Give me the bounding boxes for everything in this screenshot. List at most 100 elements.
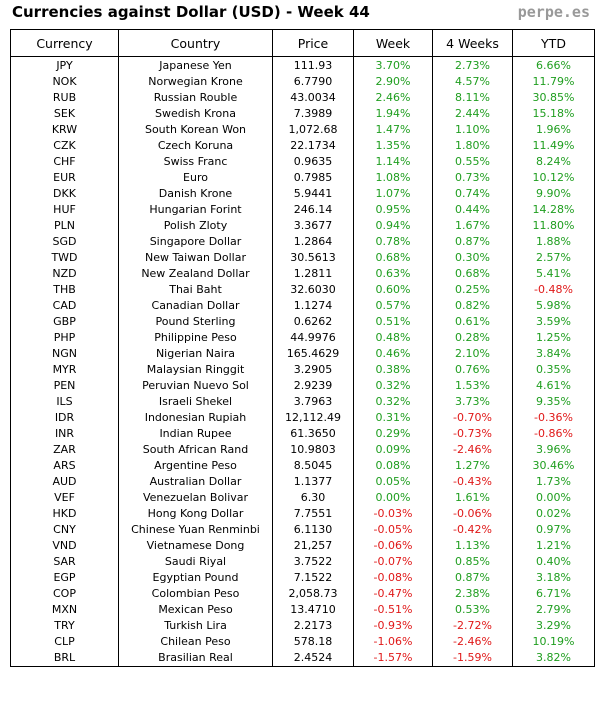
- table-row: PHP Philippine Peso 44.9976 0.48% 0.28% 1.25%: [10, 330, 595, 346]
- table-cell: 165.4629: [272, 346, 354, 362]
- table-cell: 6.1130: [272, 522, 354, 538]
- table-cell: 2,058.73: [272, 586, 354, 602]
- table-cell: CZK: [10, 138, 119, 154]
- table-cell: -0.51%: [353, 602, 433, 618]
- table-body: JPY Japanese Yen 111.93 3.70% 2.73% 6.66% NOK N…: [10, 56, 595, 667]
- table-cell: 13.4710: [272, 602, 354, 618]
- table-cell: 0.32%: [353, 378, 433, 394]
- table-cell: 0.25%: [432, 282, 513, 298]
- table-cell: 1.14%: [353, 154, 433, 170]
- table-cell: RUB: [10, 90, 119, 106]
- table-cell: Czech Koruna: [118, 138, 273, 154]
- table-cell: GBP: [10, 314, 119, 330]
- table-cell: Hungarian Forint: [118, 202, 273, 218]
- table-cell: Israeli Shekel: [118, 394, 273, 410]
- table-row: CAD Canadian Dollar 1.1274 0.57% 0.82% 5.98%: [10, 298, 595, 314]
- table-row: NGN Nigerian Naira 165.4629 0.46% 2.10% 3.84%: [10, 346, 595, 362]
- table-cell: 3.59%: [512, 314, 595, 330]
- table-cell: 1.96%: [512, 122, 595, 138]
- table-cell: 3.7522: [272, 554, 354, 570]
- table-cell: 6.7790: [272, 74, 354, 90]
- table-cell: -0.05%: [353, 522, 433, 538]
- table-cell: -0.08%: [353, 570, 433, 586]
- table-cell: 0.97%: [512, 522, 595, 538]
- table-cell: Pound Sterling: [118, 314, 273, 330]
- table-cell: 3.2905: [272, 362, 354, 378]
- table-cell: 3.70%: [353, 56, 433, 74]
- table-cell: 0.60%: [353, 282, 433, 298]
- table-cell: SEK: [10, 106, 119, 122]
- table-cell: PHP: [10, 330, 119, 346]
- table-cell: HUF: [10, 202, 119, 218]
- table-cell: 0.00%: [512, 490, 595, 506]
- table-cell: 1.25%: [512, 330, 595, 346]
- table-cell: 1.2864: [272, 234, 354, 250]
- table-cell: -2.46%: [432, 634, 513, 650]
- table-cell: Japanese Yen: [118, 56, 273, 74]
- table-row: MYR Malaysian Ringgit 3.2905 0.38% 0.76% 0.35…: [10, 362, 595, 378]
- table-row: HUF Hungarian Forint 246.14 0.95% 0.44% 14.28…: [10, 202, 595, 218]
- table-cell: -0.73%: [432, 426, 513, 442]
- table-cell: -0.42%: [432, 522, 513, 538]
- table-cell: NZD: [10, 266, 119, 282]
- table-cell: Malaysian Ringgit: [118, 362, 273, 378]
- table-cell: DKK: [10, 186, 119, 202]
- table-row: BRL Brasilian Real 2.4524 -1.57% -1.59% 3.82%: [10, 650, 595, 667]
- table-row: NOK Norwegian Krone 6.7790 2.90% 4.57% 11.79%: [10, 74, 595, 90]
- table-cell: Indian Rupee: [118, 426, 273, 442]
- table-row: ILS Israeli Shekel 3.7963 0.32% 3.73% 9.35%: [10, 394, 595, 410]
- table-row: GBP Pound Sterling 0.6262 0.51% 0.61% 3.59%: [10, 314, 595, 330]
- table-cell: 6.66%: [512, 56, 595, 74]
- table-cell: -0.06%: [353, 538, 433, 554]
- table-cell: 61.3650: [272, 426, 354, 442]
- table-cell: 3.84%: [512, 346, 595, 362]
- table-cell: EUR: [10, 170, 119, 186]
- table-row: NZD New Zealand Dollar 1.2811 0.63% 0.68% 5.4…: [10, 266, 595, 282]
- table-cell: ARS: [10, 458, 119, 474]
- table-cell: 0.40%: [512, 554, 595, 570]
- table-row: EUR Euro 0.7985 1.08% 0.73% 10.12%: [10, 170, 595, 186]
- table-cell: 12,112.49: [272, 410, 354, 426]
- table-cell: 0.51%: [353, 314, 433, 330]
- table-cell: Norwegian Krone: [118, 74, 273, 90]
- table-cell: Australian Dollar: [118, 474, 273, 490]
- table-cell: EGP: [10, 570, 119, 586]
- table-cell: Nigerian Naira: [118, 346, 273, 362]
- table-cell: 1.2811: [272, 266, 354, 282]
- table-cell: Singapore Dollar: [118, 234, 273, 250]
- table-cell: -0.86%: [512, 426, 595, 442]
- table-row: CHF Swiss Franc 0.9635 1.14% 0.55% 8.24%: [10, 154, 595, 170]
- table-cell: 8.5045: [272, 458, 354, 474]
- table-cell: AUD: [10, 474, 119, 490]
- table-cell: -1.57%: [353, 650, 433, 667]
- table-cell: Polish Zloty: [118, 218, 273, 234]
- table-cell: ILS: [10, 394, 119, 410]
- table-cell: IDR: [10, 410, 119, 426]
- table-cell: 2.10%: [432, 346, 513, 362]
- table-cell: PLN: [10, 218, 119, 234]
- table-row: EGP Egyptian Pound 7.1522 -0.08% 0.87% 3.18%: [10, 570, 595, 586]
- table-cell: INR: [10, 426, 119, 442]
- table-cell: 4.57%: [432, 74, 513, 90]
- table-cell: 246.14: [272, 202, 354, 218]
- table-cell: 0.55%: [432, 154, 513, 170]
- table-cell: 1.67%: [432, 218, 513, 234]
- table-row: IDR Indonesian Rupiah 12,112.49 0.31% -0.70%…: [10, 410, 595, 426]
- table-cell: TWD: [10, 250, 119, 266]
- column-header: Price: [272, 29, 354, 57]
- table-row: KRW South Korean Won 1,072.68 1.47% 1.10% 1.9…: [10, 122, 595, 138]
- table-cell: South Korean Won: [118, 122, 273, 138]
- table-cell: 10.12%: [512, 170, 595, 186]
- table-cell: VND: [10, 538, 119, 554]
- table-cell: 0.35%: [512, 362, 595, 378]
- table-cell: Russian Rouble: [118, 90, 273, 106]
- table-cell: -0.93%: [353, 618, 433, 634]
- table-cell: -1.59%: [432, 650, 513, 667]
- table-cell: 0.46%: [353, 346, 433, 362]
- table-cell: Danish Krone: [118, 186, 273, 202]
- table-cell: 0.44%: [432, 202, 513, 218]
- table-cell: 2.44%: [432, 106, 513, 122]
- table-row: JPY Japanese Yen 111.93 3.70% 2.73% 6.66%: [10, 56, 595, 74]
- table-row: MXN Mexican Peso 13.4710 -0.51% 0.53% 2.79%: [10, 602, 595, 618]
